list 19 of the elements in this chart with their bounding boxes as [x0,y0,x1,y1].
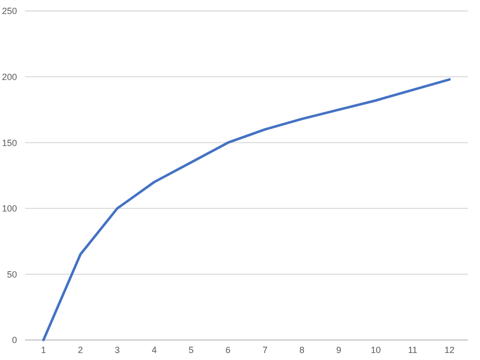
y-tick-label: 250 [2,6,17,16]
y-tick-label: 200 [2,72,17,82]
y-tick-label: 50 [6,269,17,280]
x-tick-label: 9 [336,345,342,355]
x-tick-label: 6 [226,345,231,355]
x-tick-label: 3 [114,345,120,355]
x-tick-label: 10 [370,345,381,355]
x-tick-label: 11 [408,345,418,355]
x-tick-label: 2 [78,345,83,355]
x-tick-label: 7 [262,345,268,355]
x-tick-label: 8 [299,345,304,355]
x-tick-label: 1 [40,345,46,355]
y-tick-label: 0 [12,335,17,346]
y-tick-label: 100 [2,204,17,214]
line-series [42,78,451,342]
y-tick-label: 150 [2,138,17,148]
x-tick-label: 12 [444,345,455,355]
x-tick-label: 5 [188,345,194,355]
x-tick-label: 4 [152,345,157,355]
